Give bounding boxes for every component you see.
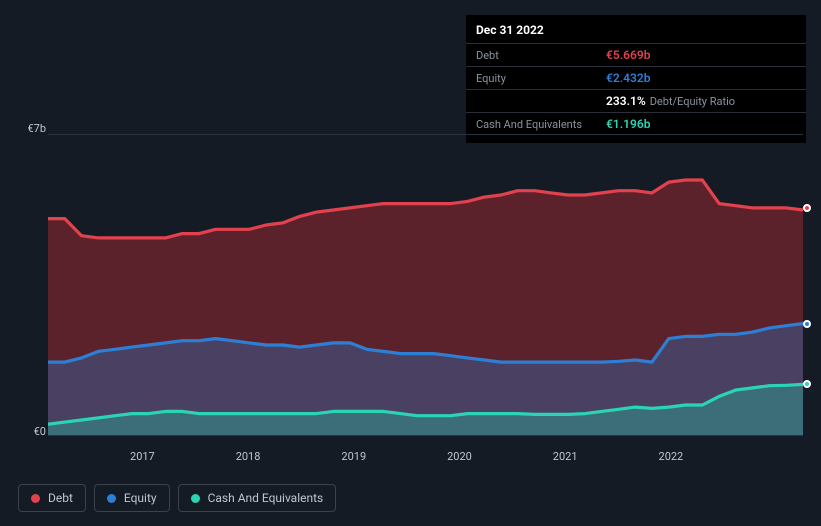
tooltip-row-extra: Debt/Equity Ratio: [650, 95, 735, 108]
tooltip-row: Debt€5.669b: [466, 43, 806, 66]
chart-svg: [48, 135, 803, 435]
tooltip-row: Equity€2.432b: [466, 66, 806, 89]
legend-swatch: [31, 494, 40, 503]
x-axis-label: 2021: [553, 450, 578, 463]
tooltip-date: Dec 31 2022: [466, 23, 806, 43]
legend-swatch: [107, 494, 116, 503]
tooltip-row-value: 233.1%: [606, 94, 646, 108]
x-axis-labels: 2017 2018 2019 2020 2021 2022: [48, 446, 803, 466]
legend-label: Cash And Equivalents: [208, 491, 324, 505]
series-end-marker: [803, 204, 811, 212]
legend-item[interactable]: Debt: [18, 484, 86, 512]
chart-area: €7b €0 2017 2018 2019 2020 2021 2022: [18, 120, 803, 466]
x-axis-label: 2022: [659, 450, 684, 463]
series-end-marker: [803, 320, 811, 328]
y-axis-label-bottom: €0: [34, 425, 46, 438]
legend-label: Debt: [48, 491, 73, 505]
plot-region[interactable]: [48, 134, 803, 436]
legend-item[interactable]: Equity: [94, 484, 170, 512]
legend-swatch: [191, 494, 200, 503]
tooltip-row: 233.1% Debt/Equity Ratio: [466, 89, 806, 112]
series-end-marker: [803, 380, 811, 388]
x-axis-label: 2019: [341, 450, 366, 463]
legend-item[interactable]: Cash And Equivalents: [178, 484, 337, 512]
tooltip-row-label: Equity: [476, 72, 606, 85]
y-axis-label-top: €7b: [27, 122, 46, 135]
legend: Debt Equity Cash And Equivalents: [18, 484, 336, 512]
tooltip-row-label: Debt: [476, 49, 606, 62]
x-axis-label: 2017: [130, 450, 155, 463]
x-axis-label: 2020: [447, 450, 472, 463]
x-axis-label: 2018: [236, 450, 261, 463]
tooltip-row-value: €2.432b: [606, 71, 650, 85]
tooltip-row-value: €5.669b: [606, 48, 650, 62]
legend-label: Equity: [124, 491, 157, 505]
